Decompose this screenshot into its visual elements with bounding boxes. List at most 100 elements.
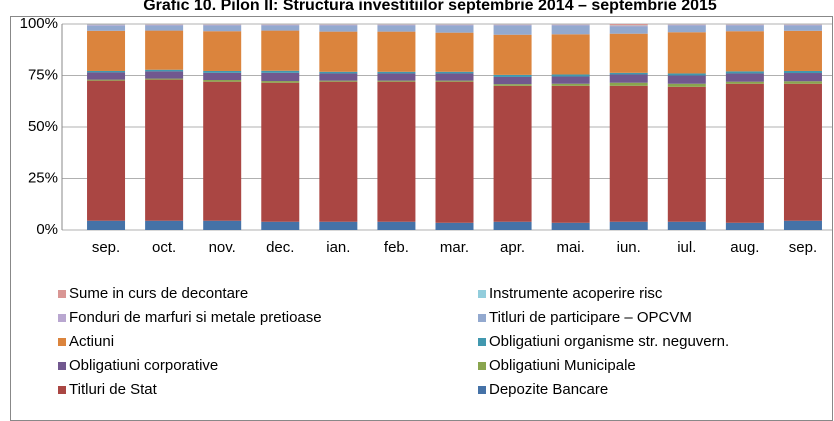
legend-swatch [478,314,486,322]
legend-label: Titluri de participare – OPCVM [489,309,692,326]
bar-segment [609,24,648,26]
bar-segment [609,85,648,222]
bar-segment [493,76,532,85]
bar-segment [145,24,184,26]
bar-segment [145,69,184,72]
bar-segment [493,34,532,75]
x-tick-label: sep. [92,239,120,256]
bar-segment [145,30,184,70]
x-tick-label: mai. [556,239,584,256]
bar-segment [609,82,648,86]
bar-segment [667,25,706,33]
bar-segment [145,25,184,31]
y-tick-label: 100% [20,15,58,32]
legend-swatch [58,314,66,322]
bar-segment [725,25,764,32]
bar-segment [435,25,474,33]
legend-swatch [478,362,486,370]
bar-segment [435,24,474,26]
x-tick-label: iul. [677,239,696,256]
bar-segment [667,73,706,76]
bar-segment [435,71,474,74]
y-tick-label: 75% [28,66,58,83]
bar-segment [551,24,590,26]
bar-segment [667,221,706,230]
legend-swatch [478,338,486,346]
bar-segment [551,25,590,35]
bar-segment [87,24,126,26]
bar-segment [609,221,648,230]
legend-label: Fonduri de marfuri si metale pretioase [69,309,322,326]
y-tick-label: 25% [28,169,58,186]
bar-segment [377,71,416,74]
x-tick-label: nov. [209,239,236,256]
bar-segment [667,24,706,26]
legend-label: Obligatiuni organisme str. neguvern. [489,333,729,350]
bar-segment [783,83,822,221]
x-tick-label: mar. [440,239,469,256]
bar-segment [319,24,358,26]
bar-segment [87,70,126,73]
bar-segment [203,80,242,82]
bar-segment [261,24,300,26]
bar-segment [319,31,358,72]
bar-segment [551,76,590,84]
bar-segment [87,80,126,221]
bar-segment [203,72,242,81]
legend-label: Obligatiuni Municipale [489,357,636,374]
legend-label: Sume in curs de decontare [69,285,248,302]
bar-segment [725,222,764,230]
x-tick-label: apr. [500,239,525,256]
x-tick-label: sep. [789,239,817,256]
legend-swatch [58,338,66,346]
bar-segment [783,24,822,26]
bar-segment [551,85,590,223]
bar-segment [319,80,358,82]
bar-segment [783,25,822,31]
y-tick-label: 0% [36,221,58,238]
bar-segment [551,83,590,86]
bar-segment [261,81,300,83]
bar-segment [493,24,532,26]
x-tick-label: oct. [152,239,176,256]
bar-segment [145,71,184,79]
bar-segment [551,74,590,77]
legend-swatch [478,386,486,394]
bar-segment [319,71,358,74]
bar-segment [261,82,300,222]
bar-segment [435,222,474,230]
bar-segment [261,221,300,230]
bar-segment [725,71,764,74]
bar-segment [667,86,706,222]
bar-segment [261,25,300,31]
bar-segment [609,26,648,34]
legend-label: Actiuni [69,333,114,350]
x-tick-label: feb. [384,239,409,256]
legend-swatch [58,290,66,298]
bar-segment [493,221,532,230]
chart-title: Grafic 10. Pilon II: Structura investiti… [143,0,717,14]
bar-segment [667,75,706,84]
bar-segment [783,73,822,82]
bar-segment [261,72,300,82]
bar-segment [725,24,764,26]
bar-segment [87,25,126,31]
bar-segment [377,31,416,72]
bar-segment [783,81,822,84]
bar-segment [435,73,474,81]
bar-segment [87,25,126,26]
bar-segment [493,25,532,35]
bar-segment [609,33,648,73]
bar-segment [435,81,474,223]
bar-segment [203,31,242,71]
legend-label: Instrumente acoperire risc [489,285,663,302]
bar-segment [377,80,416,82]
bar-segment [609,74,648,83]
x-tick-label: dec. [266,239,294,256]
bar-segment [203,70,242,73]
x-tick-label: iun. [617,239,641,256]
x-tick-label: ian. [326,239,350,256]
bar-segment [87,79,126,81]
bar-segment [145,220,184,230]
